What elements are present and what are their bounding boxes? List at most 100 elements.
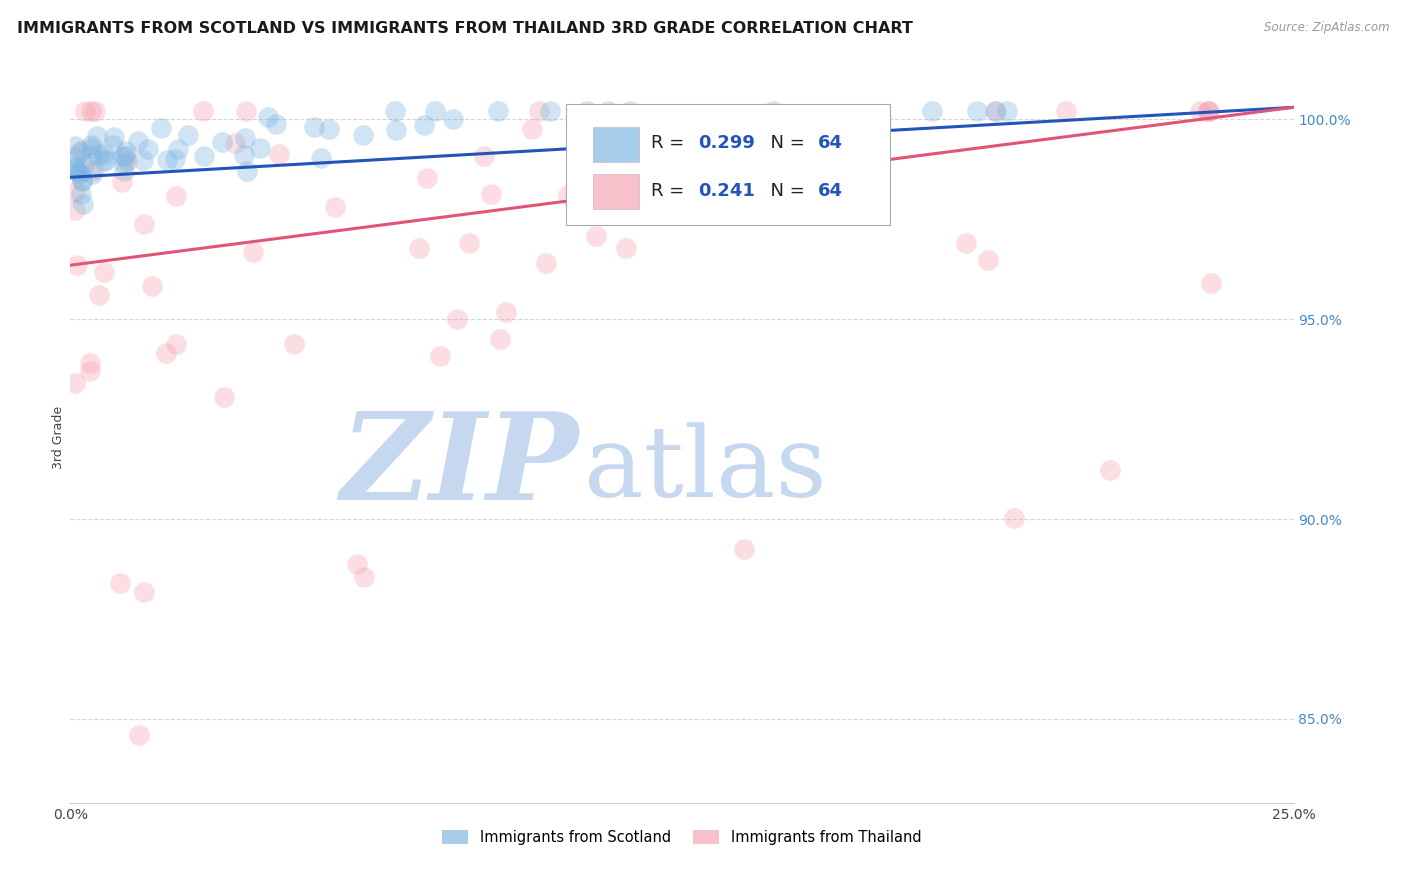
- Point: [155, 345, 177, 359]
- Point: [479, 186, 502, 201]
- Point: [72, 196, 94, 211]
- Text: 64: 64: [818, 135, 842, 153]
- Point: [101, 138, 124, 153]
- Point: [557, 188, 579, 202]
- Point: [115, 144, 138, 158]
- Point: [921, 104, 943, 119]
- Point: [318, 122, 340, 136]
- Point: [1198, 104, 1220, 119]
- Text: R =: R =: [651, 135, 690, 153]
- Point: [966, 104, 988, 119]
- Point: [1054, 104, 1077, 119]
- Point: [70, 143, 93, 157]
- Point: [235, 104, 257, 119]
- Point: [955, 235, 977, 250]
- Point: [609, 168, 631, 182]
- Point: [416, 170, 439, 185]
- Text: 0.299: 0.299: [697, 135, 755, 153]
- Point: [63, 161, 86, 175]
- Point: [79, 364, 101, 378]
- Point: [446, 312, 468, 326]
- Point: [977, 252, 1000, 267]
- Point: [79, 356, 101, 370]
- Point: [93, 153, 115, 168]
- Point: [193, 149, 215, 163]
- Point: [63, 185, 86, 199]
- Point: [441, 112, 464, 127]
- Point: [70, 186, 93, 201]
- Point: [538, 104, 561, 119]
- Point: [94, 153, 117, 167]
- Point: [112, 156, 135, 170]
- Point: [112, 163, 135, 178]
- Point: [63, 376, 86, 391]
- Point: [136, 142, 159, 156]
- Point: [79, 137, 101, 152]
- Point: [984, 104, 1007, 119]
- Point: [63, 139, 86, 153]
- Point: [283, 337, 305, 351]
- FancyBboxPatch shape: [592, 174, 640, 210]
- Point: [165, 336, 187, 351]
- Text: 64: 64: [818, 182, 842, 200]
- Point: [1199, 277, 1222, 291]
- Point: [495, 305, 517, 319]
- Point: [93, 265, 115, 279]
- FancyBboxPatch shape: [592, 127, 640, 161]
- Point: [224, 136, 246, 150]
- Point: [93, 147, 115, 161]
- Point: [131, 153, 153, 167]
- Point: [65, 163, 87, 178]
- Point: [165, 152, 187, 166]
- Point: [66, 258, 89, 272]
- Point: [69, 166, 91, 180]
- Point: [83, 162, 105, 177]
- Point: [1197, 104, 1219, 119]
- Point: [111, 149, 134, 163]
- Point: [127, 134, 149, 148]
- Point: [1188, 104, 1211, 119]
- Point: [233, 130, 256, 145]
- Point: [384, 104, 406, 119]
- Point: [114, 148, 136, 162]
- Point: [79, 104, 101, 119]
- Point: [267, 147, 290, 161]
- Point: [165, 188, 187, 202]
- Point: [585, 229, 607, 244]
- Point: [616, 241, 638, 255]
- Point: [80, 167, 103, 181]
- Point: [423, 104, 446, 119]
- Point: [67, 165, 90, 179]
- Text: R =: R =: [651, 182, 690, 200]
- Point: [1099, 463, 1122, 477]
- Point: [997, 104, 1019, 119]
- Point: [177, 128, 200, 142]
- Point: [86, 128, 108, 143]
- Point: [69, 145, 91, 160]
- Text: N =: N =: [759, 182, 810, 200]
- Point: [233, 147, 256, 161]
- Point: [156, 153, 179, 168]
- Point: [242, 245, 264, 260]
- Point: [413, 119, 436, 133]
- Y-axis label: 3rd Grade: 3rd Grade: [52, 406, 65, 468]
- Point: [73, 158, 96, 172]
- Point: [132, 218, 155, 232]
- Point: [1002, 511, 1025, 525]
- Point: [141, 279, 163, 293]
- Point: [249, 141, 271, 155]
- Point: [733, 541, 755, 556]
- Point: [527, 104, 550, 119]
- Point: [87, 147, 110, 161]
- Point: [408, 242, 430, 256]
- Text: Source: ZipAtlas.com: Source: ZipAtlas.com: [1264, 21, 1389, 35]
- Point: [346, 557, 368, 571]
- Text: ZIP: ZIP: [340, 407, 578, 525]
- Legend: Immigrants from Scotland, Immigrants from Thailand: Immigrants from Scotland, Immigrants fro…: [436, 823, 928, 850]
- Point: [63, 150, 86, 164]
- Point: [236, 164, 259, 178]
- Point: [1197, 104, 1219, 119]
- Point: [586, 145, 609, 160]
- Point: [132, 585, 155, 599]
- Point: [87, 288, 110, 302]
